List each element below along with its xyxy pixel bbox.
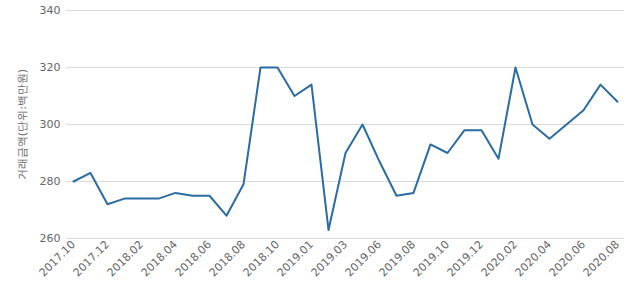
svg-text:320: 320: [40, 61, 61, 74]
svg-text:2018.10: 2018.10: [241, 238, 282, 279]
svg-text:2020.08: 2020.08: [581, 238, 622, 279]
svg-text:2020.06: 2020.06: [547, 238, 588, 279]
svg-text:거래금액(단위:백만원): 거래금액(단위:백만원): [16, 69, 29, 180]
svg-text:300: 300: [40, 118, 61, 131]
svg-text:2019.12: 2019.12: [445, 238, 486, 279]
svg-text:2017.12: 2017.12: [71, 238, 112, 279]
svg-text:2019.03: 2019.03: [309, 238, 350, 279]
svg-text:340: 340: [40, 4, 61, 17]
svg-text:2017.10: 2017.10: [37, 238, 78, 279]
svg-text:2018.08: 2018.08: [207, 238, 248, 279]
svg-text:2019.08: 2019.08: [377, 238, 418, 279]
svg-text:2020.04: 2020.04: [513, 238, 554, 279]
svg-text:2018.02: 2018.02: [105, 238, 146, 279]
svg-text:2019.01: 2019.01: [275, 238, 316, 279]
svg-text:2019.06: 2019.06: [343, 238, 384, 279]
svg-text:2020.02: 2020.02: [479, 238, 520, 279]
svg-text:280: 280: [40, 175, 61, 188]
svg-text:2019.10: 2019.10: [411, 238, 452, 279]
svg-text:260: 260: [40, 232, 61, 245]
svg-text:2018.06: 2018.06: [173, 238, 214, 279]
svg-text:2018.04: 2018.04: [139, 238, 180, 279]
